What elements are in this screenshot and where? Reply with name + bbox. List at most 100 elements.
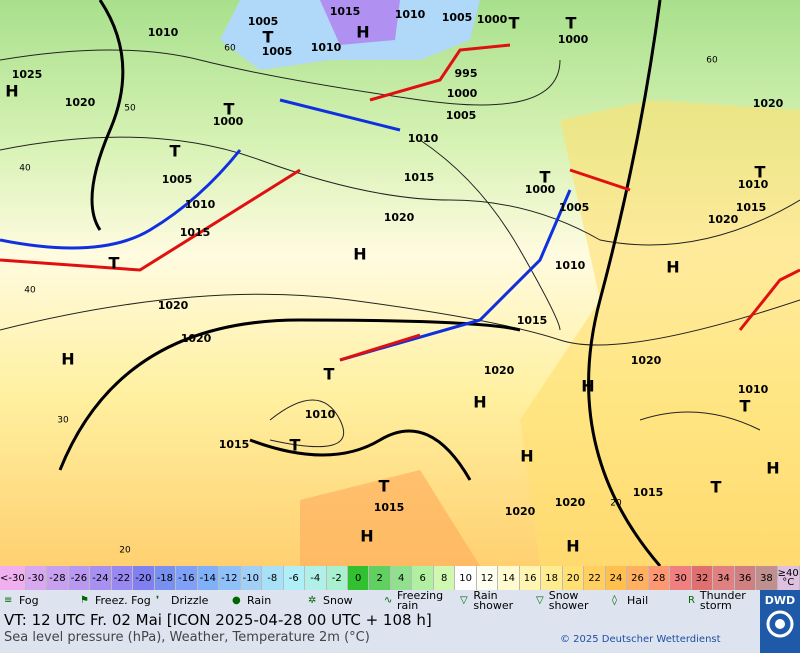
isobar-label: 1000 — [213, 115, 244, 128]
scale-cell: -26 — [68, 566, 91, 590]
scale-cell: -16 — [176, 566, 198, 590]
scale-cell: 22 — [584, 566, 606, 590]
isobar-label: 995 — [455, 67, 478, 80]
scale-cell: 12 — [476, 566, 499, 590]
pressure-center: T — [540, 168, 551, 187]
scale-cell: ≥40 °C — [777, 566, 800, 590]
isobar-label: 1005 — [559, 201, 590, 214]
scale-cell: -2 — [326, 566, 348, 590]
isobar-label: 1015 — [736, 201, 767, 214]
pressure-center: T — [566, 14, 577, 33]
symbol-icon: ∿ — [384, 595, 393, 606]
symbol-label: Fog — [19, 594, 39, 607]
scale-cell: 16 — [519, 566, 542, 590]
symbol-label: Rain — [247, 594, 272, 607]
pressure-center: T — [740, 397, 751, 416]
isobar-label: 1010 — [738, 178, 769, 191]
isobar-label: 1000 — [558, 33, 589, 46]
symbol-icon: R — [688, 595, 695, 606]
isobar-label: 1020 — [384, 211, 415, 224]
scale-cell: -6 — [283, 566, 306, 590]
latitude-label: 40 — [19, 164, 31, 174]
warm-area — [520, 100, 800, 566]
pressure-center: T — [263, 28, 274, 47]
pressure-center: T — [324, 365, 335, 384]
logo: DWD — [760, 590, 800, 653]
isobar-label: 1020 — [484, 364, 515, 377]
symbol-label: Snow — [323, 594, 353, 607]
symbol-label: Thunder storm — [699, 589, 746, 612]
pressure-center: T — [170, 142, 181, 161]
scale-cell: -12 — [219, 566, 241, 590]
scale-cell: 18 — [541, 566, 563, 590]
symbol-legend: ≡ Fog ⚑ Freez. Fog ❜ Drizzle ● Rain ✲ Snow ∿ Freezi… — [0, 590, 760, 612]
pressure-center: T — [224, 100, 235, 119]
scale-cell: 26 — [627, 566, 649, 590]
symbol-icon: ✲ — [308, 595, 317, 606]
scale-cell: 0 — [347, 566, 370, 590]
isobar-label: 1010 — [408, 132, 439, 145]
symbol-icon: ◊ — [612, 595, 617, 606]
isobar-label: 1010 — [148, 26, 179, 39]
isobar-label: 1020 — [708, 213, 739, 226]
latitude-label: 20 — [610, 499, 622, 509]
scale-cell: -24 — [90, 566, 112, 590]
symbol-item: ❜ Drizzle — [152, 590, 228, 612]
scale-cell: -10 — [240, 566, 263, 590]
isobar-label: 1025 — [12, 68, 43, 81]
symbol-item: ▽ Rain shower — [456, 590, 532, 612]
pressure-center: H — [356, 23, 369, 42]
latitude-label: 60 — [706, 56, 718, 66]
isobar-label: 1015 — [330, 5, 361, 18]
weather-map: 1005 1015 1010 1005 1000 1010 1005 1010 995 1000 1… — [0, 0, 800, 566]
symbol-label: Freez. Fog — [95, 594, 151, 607]
symbol-icon: ● — [232, 595, 241, 606]
scale-cell: 4 — [390, 566, 413, 590]
main-isobars — [58, 0, 662, 566]
isobar-label: 1015 — [517, 314, 548, 327]
symbol-label: Rain shower — [473, 589, 514, 612]
isobar-label: 1020 — [753, 97, 784, 110]
isobar-label: 1005 — [442, 11, 473, 24]
pressure-center: T — [379, 477, 390, 496]
symbol-label: Drizzle — [171, 594, 209, 607]
logo-icon — [766, 610, 794, 638]
latitude-label: 40 — [24, 286, 36, 296]
isobar-label: 1010 — [185, 198, 216, 211]
scale-cell: -28 — [47, 566, 69, 590]
isobar-label: 1020 — [181, 332, 212, 345]
pressure-center: H — [360, 527, 373, 546]
isobar-label: 1010 — [395, 8, 426, 21]
symbol-icon: ≡ — [4, 595, 13, 606]
temperature-scale: <-30 -30 -28 -26 -24 -22 -20 -18 -16 -14 -12 -10 -8-… — [0, 566, 800, 590]
pressure-center: T — [711, 478, 722, 497]
scale-cell: <-30 — [0, 566, 26, 590]
scale-cell: 24 — [605, 566, 628, 590]
fronts — [0, 43, 800, 362]
isobar-label: 1010 — [305, 408, 336, 421]
latitude-label: 30 — [57, 416, 69, 426]
isobar-label: 1000 — [477, 13, 508, 26]
scale-cell: 34 — [713, 566, 735, 590]
symbol-item: ● Rain — [228, 590, 304, 612]
pressure-center: H — [766, 459, 779, 478]
scale-cell: -18 — [154, 566, 177, 590]
pressure-center: H — [353, 245, 366, 264]
isobar-label: 1015 — [374, 501, 405, 514]
logo-text: DWD — [764, 594, 796, 607]
pressure-center: T — [755, 163, 766, 182]
isobars — [0, 49, 800, 448]
isobar-label: 1015 — [219, 438, 250, 451]
scale-cell: 32 — [691, 566, 714, 590]
latitude-label: 50 — [124, 104, 136, 114]
scale-cell: -14 — [197, 566, 220, 590]
latitude-label: 20 — [119, 546, 131, 556]
isobar-label: 1015 — [180, 226, 211, 239]
pressure-center: H — [520, 447, 533, 466]
scale-cell: -4 — [305, 566, 327, 590]
pressure-center: T — [109, 254, 120, 273]
symbol-icon: ▽ — [460, 595, 468, 606]
symbol-item: ∿ Freezing rain — [380, 590, 456, 612]
isobar-label: 1005 — [446, 109, 477, 122]
